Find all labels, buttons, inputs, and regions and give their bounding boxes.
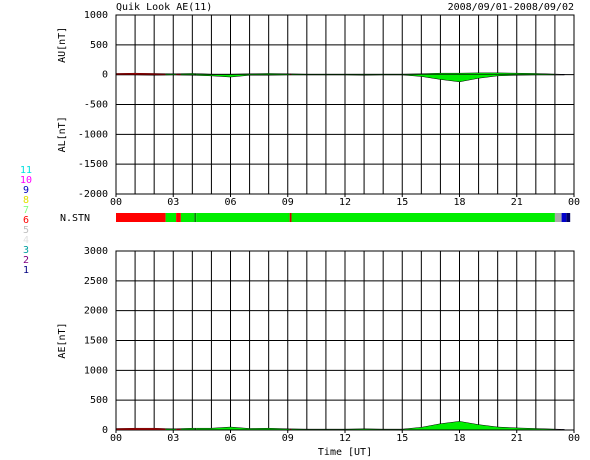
x-tick-label: 03 [167, 197, 179, 208]
x-axis-label: Time [UT] [318, 447, 372, 458]
y-axis-label: AL[nT] [57, 116, 68, 152]
x-tick-label: 00 [110, 197, 122, 208]
y-tick-label: 0 [102, 425, 108, 436]
area [180, 73, 195, 75]
x-tick-label: 09 [282, 197, 294, 208]
y-tick-label: 1000 [84, 10, 108, 21]
area [194, 73, 197, 75]
area [291, 72, 555, 75]
station-legend-label: 9 [23, 185, 29, 196]
x-tick-label: 15 [396, 197, 408, 208]
station-legend-label: 8 [23, 195, 29, 206]
n-stn-segment [196, 213, 290, 222]
x-tick-label: 09 [282, 433, 294, 444]
area [116, 74, 166, 76]
x-tick-label: 18 [453, 433, 465, 444]
y-tick-label: 3000 [84, 246, 108, 257]
area [180, 74, 195, 76]
area [196, 74, 290, 78]
plot-frame [115, 250, 575, 431]
area [116, 72, 166, 75]
station-legend-label: 5 [23, 225, 29, 236]
station-legend-label: 6 [23, 215, 29, 226]
area [554, 74, 562, 76]
x-tick-label: 18 [453, 197, 465, 208]
title: Quik Look AE(11) [116, 2, 212, 13]
x-tick-label: 12 [339, 197, 351, 208]
area [194, 74, 197, 76]
y-tick-label: 2000 [84, 306, 108, 317]
station-legend-label: 1 [23, 265, 29, 276]
x-tick-label: 00 [568, 433, 580, 444]
y-tick-label: -1500 [78, 159, 108, 170]
n-stn-segment [194, 213, 197, 222]
area [289, 74, 292, 76]
x-tick-label: 00 [568, 197, 580, 208]
x-tick-label: 06 [224, 433, 236, 444]
area [176, 74, 181, 76]
plot-frame [115, 14, 575, 195]
y-tick-label: -2000 [78, 189, 108, 200]
x-tick-label: 12 [339, 433, 351, 444]
x-tick-label: 15 [396, 433, 408, 444]
y-tick-label: -1000 [78, 129, 108, 140]
area [176, 73, 181, 75]
y-tick-label: 1500 [84, 336, 108, 347]
x-tick-label: 06 [224, 197, 236, 208]
area [196, 426, 290, 430]
area [291, 74, 555, 83]
n-stn-segment [116, 213, 166, 222]
station-legend-label: 10 [20, 175, 32, 186]
x-tick-label: 00 [110, 433, 122, 444]
y-axis-label: AE[nT] [57, 322, 68, 358]
n-stn-label: N.STN [60, 213, 90, 224]
y-tick-label: 500 [90, 40, 108, 51]
y-tick-label: 2500 [84, 276, 108, 287]
y-tick-label: -500 [84, 100, 108, 111]
n-stn-segment [180, 213, 195, 222]
x-tick-label: 03 [167, 433, 179, 444]
station-legend-label: 2 [23, 255, 29, 266]
y-tick-label: 500 [90, 395, 108, 406]
station-legend-label: 7 [23, 205, 29, 216]
area [165, 74, 177, 76]
station-legend-label: 11 [20, 165, 32, 176]
x-tick-label: 21 [511, 433, 523, 444]
area [291, 421, 555, 430]
n-stn-segment [165, 213, 177, 222]
x-tick-label: 21 [511, 197, 523, 208]
area [196, 73, 290, 75]
n-stn-segment [561, 213, 567, 222]
n-stn-segment [289, 213, 292, 222]
station-legend-label: 4 [23, 235, 29, 246]
station-legend-label: 3 [23, 245, 29, 256]
n-stn-segment [554, 213, 562, 222]
area [165, 73, 177, 75]
y-tick-label: 1000 [84, 365, 108, 376]
y-axis-label: AU[nT] [57, 27, 68, 63]
n-stn-segment [291, 213, 555, 222]
area [561, 74, 565, 76]
n-stn-segment [566, 213, 571, 222]
date-range: 2008/09/01-2008/09/02 [448, 2, 574, 13]
y-tick-label: 0 [102, 70, 108, 81]
n-stn-segment [176, 213, 181, 222]
